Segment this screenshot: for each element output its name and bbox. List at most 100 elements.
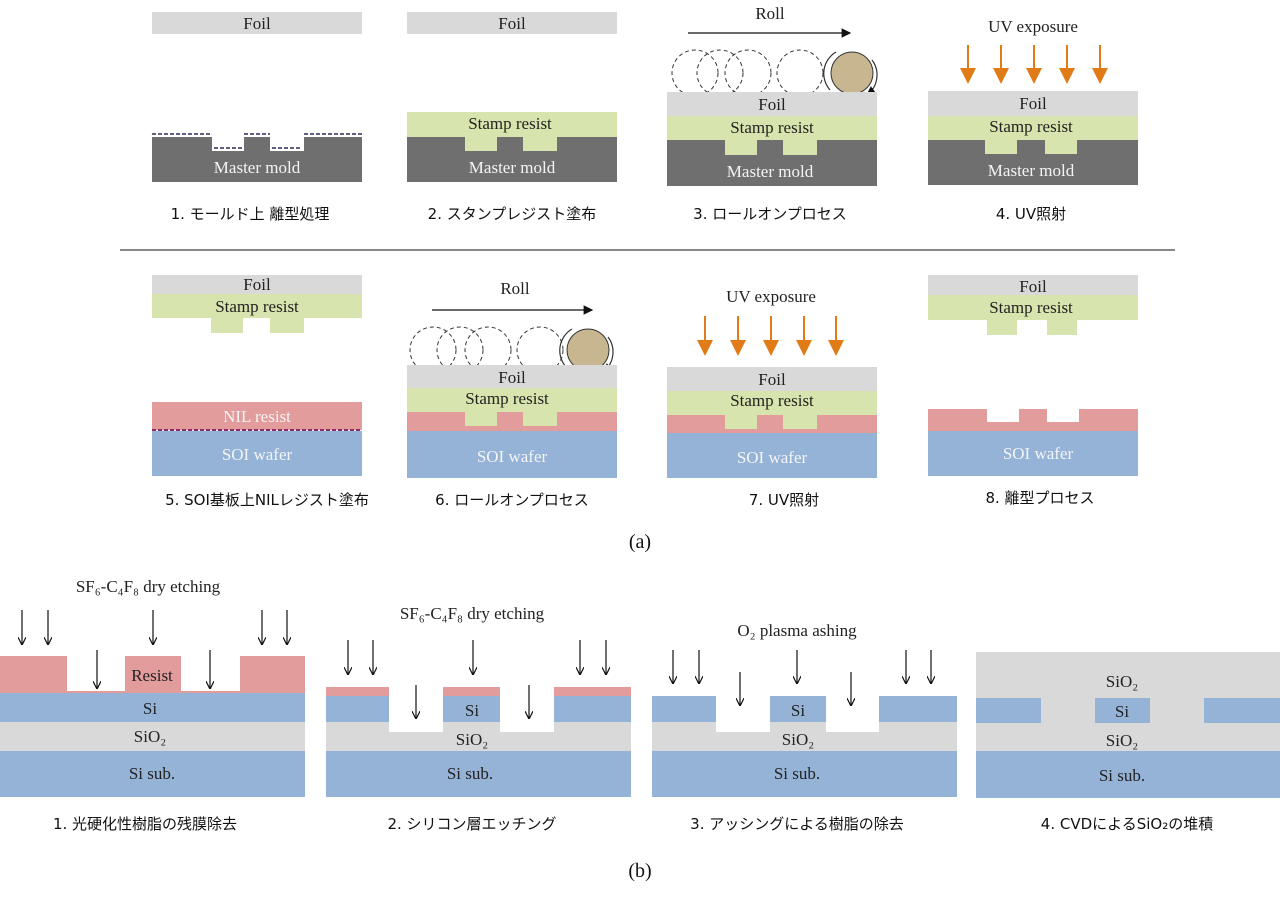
- caption: 2. スタンプレジスト塗布: [428, 205, 597, 223]
- uv-arrows: [960, 45, 1108, 84]
- step-a2: Foil Stamp resist Master mold 2. スタンプレジス…: [407, 12, 617, 223]
- uv-exposure-label: UV exposure: [988, 17, 1078, 36]
- patterned-nil-resist: [928, 409, 1138, 431]
- si-sub-label: Si sub.: [447, 764, 493, 783]
- master-mold-label: Master mold: [214, 158, 301, 177]
- foil-layer: [407, 12, 617, 34]
- foil-layer: [407, 365, 617, 388]
- stamp-resist-layer: [928, 116, 1138, 154]
- caption: 4. UV照射: [996, 205, 1066, 223]
- foil-label: Foil: [243, 14, 271, 33]
- foil-layer: [667, 367, 877, 391]
- uv-arrows: [697, 316, 844, 356]
- roller: [830, 51, 874, 95]
- caption: 1. 光硬化性樹脂の残膜除去: [53, 815, 237, 833]
- etched-trench: [389, 722, 443, 732]
- etch-arrows: [348, 640, 606, 718]
- si-substrate: [326, 751, 631, 797]
- soi-wafer-layer: [667, 433, 877, 478]
- si-layer: [0, 693, 305, 722]
- uv-exposure-label: UV exposure: [726, 287, 816, 306]
- dry-etching-label: SF₆-C₄F₈ dry etching: [400, 604, 545, 623]
- etched-trench: [716, 722, 770, 732]
- sio2-label: SiO₂: [1106, 731, 1138, 750]
- stamp-resist-label: Stamp resist: [730, 391, 814, 410]
- si-layer: [976, 698, 1280, 723]
- stamp-resist-label: Stamp resist: [468, 114, 552, 133]
- master-mold-label: Master mold: [988, 161, 1075, 180]
- si-sub-label: Si sub.: [774, 764, 820, 783]
- foil-layer: [928, 91, 1138, 116]
- step-a8: Foil Stamp resist SOI wafer 8. 離型プロセス: [928, 275, 1138, 507]
- release-coating: [152, 133, 362, 149]
- si-sub-label: Si sub.: [129, 764, 175, 783]
- step-b3: O₂ plasma ashing Si SiO₂ Si sub. 3. アッシン…: [652, 621, 957, 833]
- soi-wafer-label: SOI wafer: [477, 447, 548, 466]
- si-label: Si: [791, 701, 805, 720]
- foil-label: Foil: [243, 275, 271, 294]
- step-b2: SF₆-C₄F₈ dry etching Si SiO₂ Si sub. 2. …: [326, 604, 631, 833]
- foil-layer: [667, 92, 877, 116]
- si-substrate: [0, 751, 305, 797]
- sio2-label: SiO₂: [782, 730, 814, 749]
- foil-layer: [928, 275, 1138, 295]
- si-layer: [652, 696, 957, 722]
- caption: 3. ロールオンプロセス: [693, 205, 847, 223]
- si-label: Si: [465, 701, 479, 720]
- nil-resist-layer: [407, 412, 617, 431]
- stamp-resist-layer: [407, 388, 617, 426]
- step-a5: Foil Stamp resist NIL resist SOI wafer 5…: [152, 275, 369, 509]
- stamp-resist-layer: [928, 295, 1138, 335]
- caption: 1. モールド上 離型処理: [171, 205, 330, 223]
- si-label: Si: [143, 699, 157, 718]
- resist-remnants: [326, 687, 631, 696]
- ashing-label: O₂ plasma ashing: [737, 621, 857, 640]
- part-b-label: (b): [628, 860, 651, 882]
- si-substrate: [976, 751, 1280, 798]
- step-b4: SiO₂ Si SiO₂ Si sub. 4. CVDによるSiO₂の堆積: [976, 652, 1280, 833]
- master-mold: [667, 140, 877, 186]
- caption: 4. CVDによるSiO₂の堆積: [1041, 815, 1213, 833]
- sio2-label: SiO₂: [1106, 672, 1138, 691]
- caption: 2. シリコン層エッチング: [387, 815, 556, 833]
- part-a-label: (a): [629, 531, 651, 553]
- si-sub-label: Si sub.: [1099, 766, 1145, 785]
- foil-label: Foil: [498, 14, 526, 33]
- stamp-resist-label: Stamp resist: [465, 389, 549, 408]
- sio2-layer: [0, 722, 305, 751]
- etched-trench: [500, 722, 554, 732]
- nil-resist-label: NIL resist: [223, 407, 291, 426]
- stamp-resist-label: Stamp resist: [989, 298, 1073, 317]
- sio2-label: SiO₂: [134, 727, 166, 746]
- step-b1: SF₆-C₄F₈ dry etching Resist Si SiO₂ Si s…: [0, 577, 305, 833]
- stamp-resist-layer: [667, 391, 877, 429]
- step-a6: Roll Foil Stamp resist SOI wafer 6. ロールオ…: [407, 279, 617, 509]
- master-mold: [928, 140, 1138, 185]
- soi-wafer-label: SOI wafer: [1003, 444, 1074, 463]
- sio2-label: SiO₂: [456, 730, 488, 749]
- roller: [566, 328, 610, 372]
- si-layer: [326, 696, 631, 722]
- soi-wafer-layer: [928, 431, 1138, 476]
- soi-wafer-layer: [152, 431, 362, 476]
- etch-arrows: [22, 610, 287, 688]
- caption: 5. SOI基板上NILレジスト塗布: [165, 491, 369, 509]
- rotation-arc: [823, 51, 837, 91]
- roll-label: Roll: [755, 4, 785, 23]
- foil-layer: [152, 12, 362, 34]
- soi-wafer-layer: [407, 431, 617, 478]
- caption: 8. 離型プロセス: [985, 489, 1094, 507]
- rotation-arc: [559, 328, 573, 368]
- master-mold: [152, 137, 362, 182]
- stamp-resist-label: Stamp resist: [215, 297, 299, 316]
- caption: 3. アッシングによる樹脂の除去: [690, 815, 904, 833]
- foil-layer: [152, 275, 362, 294]
- etched-trench: [826, 722, 879, 732]
- si-substrate: [652, 751, 957, 797]
- master-mold-label: Master mold: [469, 158, 556, 177]
- roller-trail: [671, 49, 824, 97]
- stamp-resist-label: Stamp resist: [989, 117, 1073, 136]
- resist-layer: [0, 656, 305, 693]
- master-mold: [407, 137, 617, 182]
